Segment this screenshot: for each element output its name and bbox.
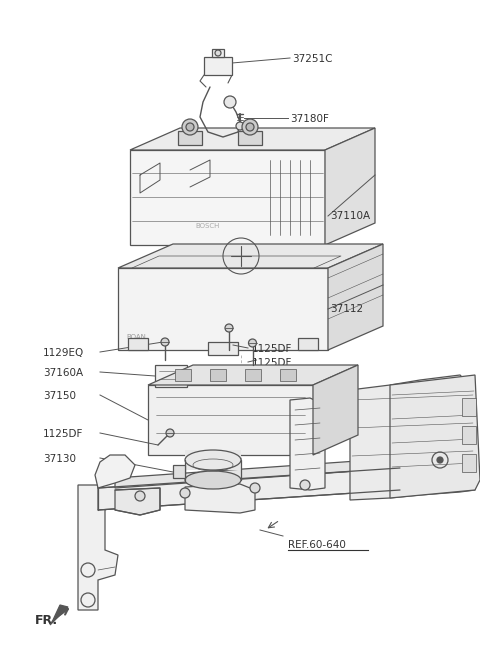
Text: 37112: 37112 [330,304,363,314]
Polygon shape [298,338,318,350]
Bar [185,450,241,470]
Text: 37180F: 37180F [290,114,329,124]
Circle shape [161,338,169,346]
Polygon shape [210,369,226,381]
Polygon shape [208,342,238,355]
Circle shape [182,119,198,135]
Circle shape [224,96,236,108]
Text: 37251C: 37251C [292,54,333,64]
Text: 18362: 18362 [290,128,323,138]
Text: REF.60-640: REF.60-640 [288,540,346,550]
Text: 37130: 37130 [43,454,76,464]
Circle shape [225,324,233,332]
Text: FR.: FR. [35,614,58,627]
Polygon shape [462,454,476,472]
Polygon shape [390,375,480,498]
Circle shape [215,50,221,56]
Polygon shape [78,485,118,610]
Polygon shape [212,49,224,57]
Text: 1129EQ: 1129EQ [43,348,84,358]
Ellipse shape [185,450,241,470]
Circle shape [242,119,258,135]
Circle shape [250,483,260,493]
Polygon shape [95,455,135,488]
Circle shape [249,339,256,347]
Polygon shape [173,465,185,478]
Polygon shape [313,365,358,455]
Polygon shape [118,268,328,350]
Polygon shape [148,385,313,455]
Circle shape [166,429,174,437]
Text: BOSCH: BOSCH [195,223,219,229]
Polygon shape [128,338,148,350]
Polygon shape [178,131,202,145]
Text: 1125DF: 1125DF [43,429,84,439]
Text: 1125DF: 1125DF [252,358,292,368]
Polygon shape [118,244,383,268]
Circle shape [246,123,254,131]
Polygon shape [185,484,255,513]
Circle shape [186,123,194,131]
Polygon shape [130,150,325,245]
Polygon shape [462,398,476,416]
Polygon shape [50,605,68,625]
Polygon shape [245,369,261,381]
Polygon shape [175,369,191,381]
Polygon shape [155,365,187,387]
Text: 1125DF: 1125DF [252,344,292,354]
Polygon shape [328,244,383,350]
Polygon shape [130,128,375,150]
Polygon shape [350,375,475,500]
Polygon shape [238,131,262,145]
Polygon shape [280,369,296,381]
Circle shape [300,480,310,490]
Circle shape [135,491,145,501]
Text: 37160A: 37160A [43,368,83,378]
Polygon shape [98,468,400,510]
Polygon shape [325,128,375,245]
Text: BOAN: BOAN [126,334,146,340]
Polygon shape [115,488,160,515]
Polygon shape [462,426,476,444]
Text: 37150: 37150 [43,391,76,401]
Circle shape [437,457,443,463]
Circle shape [180,488,190,498]
Polygon shape [148,365,358,385]
Circle shape [236,122,244,130]
Ellipse shape [185,471,241,489]
Polygon shape [115,458,400,488]
Polygon shape [290,398,325,490]
Polygon shape [204,57,232,75]
Text: 37110A: 37110A [330,211,370,221]
